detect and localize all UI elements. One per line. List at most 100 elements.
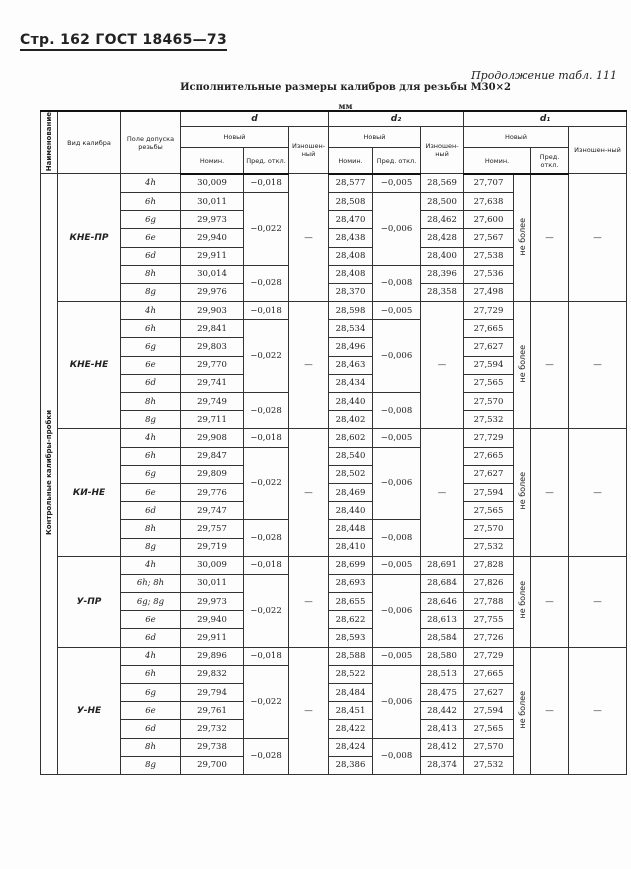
d2-nominal: 28,424 [328, 737, 373, 757]
d1-nominal: 27,536 [463, 264, 514, 284]
d1-nominal: 27,570 [463, 737, 514, 757]
d-nominal: 29,973 [180, 210, 244, 230]
d1-nominal: 27,538 [463, 246, 514, 266]
d1-nominal: 27,498 [463, 282, 514, 303]
tolerance-field: 8h [120, 264, 181, 284]
d2-deviation: −0,008 [372, 519, 421, 557]
tolerance-field: 4h [120, 646, 181, 666]
d1-nominal: 27,570 [463, 519, 514, 539]
d2-nominal: 28,522 [328, 664, 373, 685]
d-deviation: −0,022 [243, 191, 289, 266]
d-worn: — [288, 428, 329, 557]
d2-nominal: 28,438 [328, 228, 373, 248]
tolerance-field: 8g [120, 755, 181, 775]
d2-worn: 28,580 [420, 646, 464, 666]
d1-nominal: 27,600 [463, 210, 514, 230]
gauge-type: У-ПР [57, 555, 121, 648]
d-deviation: −0,028 [243, 737, 289, 775]
d-worn: — [288, 173, 329, 303]
gauge-type: КИ-НЕ [57, 428, 121, 557]
table-row: 6g 29,803 28,496 27,627 [41, 337, 627, 357]
tolerance-field: 8g [120, 282, 181, 303]
tolerance-field: 6g [120, 464, 181, 484]
d-worn: — [288, 301, 329, 430]
d2-deviation: −0,008 [372, 737, 421, 775]
tolerance-field: 6e [120, 228, 181, 248]
d2-nominal: 28,496 [328, 337, 373, 357]
header-d-nom: Номин. [180, 147, 244, 175]
d2-worn: 28,412 [420, 737, 464, 757]
d2-worn: 28,691 [420, 555, 464, 575]
table-row: 6e 29,940 28,622 28,613 27,755 [41, 610, 627, 630]
tolerance-field: 6d [120, 246, 181, 266]
d2-nominal: 28,534 [328, 319, 373, 339]
d-nominal: 29,940 [180, 228, 244, 248]
d2-worn: 28,462 [420, 210, 464, 230]
d-nominal: 29,803 [180, 337, 244, 357]
d2-deviation: −0,005 [372, 173, 421, 193]
header-d1-new: Новый [463, 125, 569, 149]
d1-nominal: 27,638 [463, 191, 514, 212]
d-nominal: 29,757 [180, 519, 244, 539]
table-row: У-НЕ 4h 29,896 −0,018—28,588 −0,005 28,580 27,… [41, 646, 628, 775]
d2-deviation: −0,006 [372, 664, 421, 739]
d1-nominal: 27,627 [463, 337, 514, 357]
tolerance-field: 6g [120, 210, 181, 230]
tolerance-field: 4h [120, 173, 181, 193]
table-row: 8g 29,700 28,386 28,374 27,532 [41, 755, 627, 775]
header-gauge-type: Вид калибра [57, 110, 121, 175]
d-nominal: 30,009 [180, 173, 244, 193]
header-d1-dev: Пред. откл. [530, 147, 569, 175]
tolerance-field: 6h [120, 191, 181, 212]
d1-note: не более [513, 173, 531, 303]
header-d-worn: Изношен-ный [288, 125, 329, 175]
d2-deviation: −0,006 [372, 191, 421, 266]
d2-worn: 28,400 [420, 246, 464, 266]
header-d1-worn: Изношен-ный [567, 125, 628, 175]
tolerance-field: 8h [120, 391, 181, 412]
d-deviation: −0,022 [243, 573, 289, 648]
tolerance-field: 8g [120, 537, 181, 557]
table-row: 6d 29,741 28,434 27,565 [41, 373, 627, 394]
tolerance-field: 6e [120, 610, 181, 630]
d-nominal: 29,749 [180, 391, 244, 412]
d-nominal: 29,809 [180, 464, 244, 484]
d1-worn: — [567, 555, 628, 648]
d2-worn: 28,475 [420, 682, 464, 703]
d1-deviation: — [530, 555, 569, 648]
category-label: Контрольные калибры-пробки [40, 173, 58, 775]
d1-deviation: — [530, 646, 569, 775]
d1-note: не более [513, 428, 531, 557]
d2-deviation: −0,005 [372, 428, 421, 448]
tolerance-field: 6g [120, 682, 181, 703]
header-d2: d₂ [328, 110, 464, 127]
d2-nominal: 28,508 [328, 191, 373, 212]
d2-worn: 28,613 [420, 610, 464, 630]
d-nominal: 29,770 [180, 355, 244, 375]
d2-nominal: 28,622 [328, 610, 373, 630]
tolerance-field: 4h [120, 301, 181, 321]
header-d2-dev: Пред. откл. [372, 147, 421, 175]
d2-deviation: −0,006 [372, 319, 421, 393]
d2-nominal: 28,593 [328, 628, 373, 648]
d2-nominal: 28,422 [328, 719, 373, 739]
d1-nominal: 27,565 [463, 373, 514, 394]
d1-nominal: 27,532 [463, 410, 514, 430]
tolerance-field: 8h [120, 519, 181, 539]
d2-nominal: 28,502 [328, 464, 373, 484]
d2-nominal: 28,408 [328, 264, 373, 284]
d1-nominal: 27,532 [463, 537, 514, 557]
table-row: КНЕ-НЕ 4h 29,903 −0,018—28,598 −0,005—27,729… [41, 301, 628, 430]
table-row: 6h; 8h 30,011 −0,022 28,693 −0,006 28,684 27,8… [41, 573, 627, 648]
d2-worn: 28,684 [420, 573, 464, 594]
table-row: КИ-НЕ 4h 29,908 −0,018—28,602 −0,005—27,729 н… [41, 428, 628, 557]
tolerance-field: 6h [120, 664, 181, 685]
table-unit: мм [338, 101, 353, 111]
d1-nominal: 27,665 [463, 446, 514, 466]
d2-nominal: 28,448 [328, 519, 373, 539]
header-d2-nom: Номин. [328, 147, 373, 175]
d1-nominal: 27,729 [463, 646, 514, 666]
d2-nominal: 28,540 [328, 446, 373, 466]
table-continuation-label: Продолжение табл. 111 [471, 69, 617, 82]
table-row: 6g 29,809 28,502 27,627 [41, 464, 627, 484]
